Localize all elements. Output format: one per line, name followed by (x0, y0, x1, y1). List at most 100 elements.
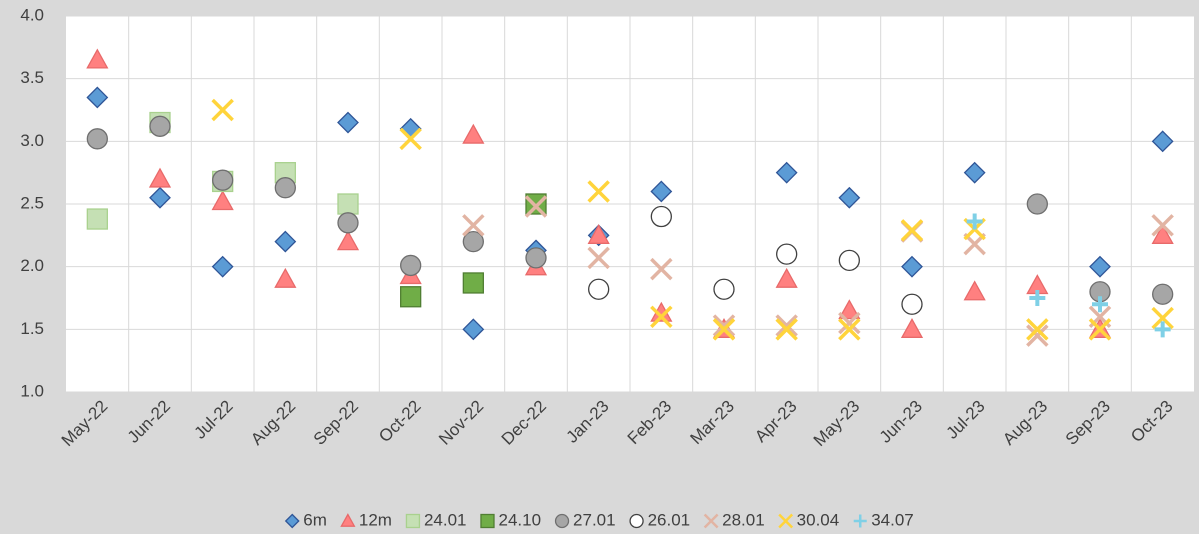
x-tick-label: Oct-23 (1127, 397, 1177, 447)
marker (629, 513, 644, 529)
marker (1029, 290, 1046, 306)
marker (588, 278, 610, 300)
marker (337, 193, 359, 215)
marker (525, 247, 547, 269)
marker (1152, 283, 1174, 305)
legend-label: 27.01 (573, 510, 616, 529)
marker (1089, 255, 1111, 278)
marker (713, 278, 735, 300)
y-tick-label: 3.0 (20, 131, 44, 150)
marker (524, 195, 548, 218)
x-tick-label: Aug-23 (999, 397, 1051, 449)
marker (340, 513, 356, 527)
marker (337, 111, 359, 134)
y-tick-label: 2.0 (20, 256, 44, 275)
marker (149, 186, 171, 209)
marker (963, 280, 986, 301)
y-tick-label: 4.0 (20, 5, 44, 24)
marker (86, 48, 109, 69)
marker (337, 212, 359, 234)
x-tick-label: Jul-23 (942, 397, 988, 443)
marker (1154, 321, 1171, 338)
marker (853, 514, 867, 528)
marker (148, 167, 172, 188)
marker (462, 230, 484, 253)
marker (274, 177, 296, 199)
marker (587, 180, 610, 203)
marker (963, 161, 986, 184)
marker (838, 318, 861, 341)
marker (399, 127, 422, 151)
y-tick-label: 3.5 (20, 68, 44, 87)
marker (900, 219, 924, 242)
marker (712, 318, 736, 341)
marker (775, 314, 798, 337)
marker (900, 317, 924, 338)
x-tick-label: Sep-22 (310, 397, 362, 449)
x-tick-label: Apr-23 (751, 397, 801, 447)
marker (211, 255, 234, 278)
marker (554, 513, 570, 529)
marker (775, 267, 798, 288)
marker (838, 249, 860, 272)
legend-label: 30.04 (797, 510, 840, 529)
marker (274, 230, 297, 253)
marker (462, 123, 485, 144)
marker (1092, 296, 1108, 313)
legend-label: 34.07 (871, 510, 914, 529)
x-tick-label: May-22 (58, 397, 112, 451)
marker (966, 213, 983, 230)
marker (838, 299, 861, 320)
x-tick-label: Feb-23 (624, 397, 676, 449)
marker (1151, 214, 1174, 237)
y-tick-label: 2.5 (20, 193, 44, 212)
marker (405, 513, 421, 529)
marker (86, 208, 108, 230)
marker (1088, 318, 1112, 341)
marker (336, 230, 360, 251)
marker (1026, 318, 1049, 341)
marker (775, 318, 798, 341)
marker (703, 513, 719, 529)
marker (462, 318, 485, 341)
legend: 6m 12m 24.01 24.10 27.01 26.01 28.01 30.04 34.07 (284, 510, 914, 529)
x-tick-label: Jun-23 (876, 397, 926, 447)
marker (212, 169, 234, 191)
legend-label: 24.01 (424, 510, 467, 529)
marker (1026, 324, 1049, 347)
marker (901, 293, 923, 315)
marker (211, 190, 234, 211)
x-tick-label: Jul-22 (190, 397, 236, 443)
marker (1026, 193, 1048, 215)
marker (462, 272, 484, 294)
marker (650, 180, 673, 203)
legend-label: 12m (359, 510, 392, 529)
legend-label: 6m (303, 510, 327, 529)
marker (650, 305, 673, 329)
marker (462, 214, 485, 237)
marker (525, 193, 547, 215)
marker (778, 513, 794, 529)
x-tick-label: Aug-22 (247, 397, 299, 449)
marker (776, 243, 798, 265)
legend-label: 28.01 (722, 510, 765, 529)
marker (211, 98, 234, 122)
y-tick-label: 1.0 (20, 381, 44, 400)
x-tick-label: May-23 (810, 397, 864, 451)
marker (650, 205, 672, 228)
marker (901, 255, 923, 278)
marker (838, 186, 861, 209)
marker (400, 254, 422, 277)
marker (86, 86, 109, 109)
marker (650, 257, 673, 281)
legend-label: 24.10 (498, 510, 541, 529)
marker (1151, 223, 1174, 244)
x-tick-label: Sep-23 (1062, 397, 1114, 449)
marker (775, 161, 798, 184)
marker (86, 128, 108, 150)
marker (1151, 130, 1174, 153)
marker (284, 513, 300, 529)
marker (838, 311, 861, 335)
marker (400, 286, 422, 308)
